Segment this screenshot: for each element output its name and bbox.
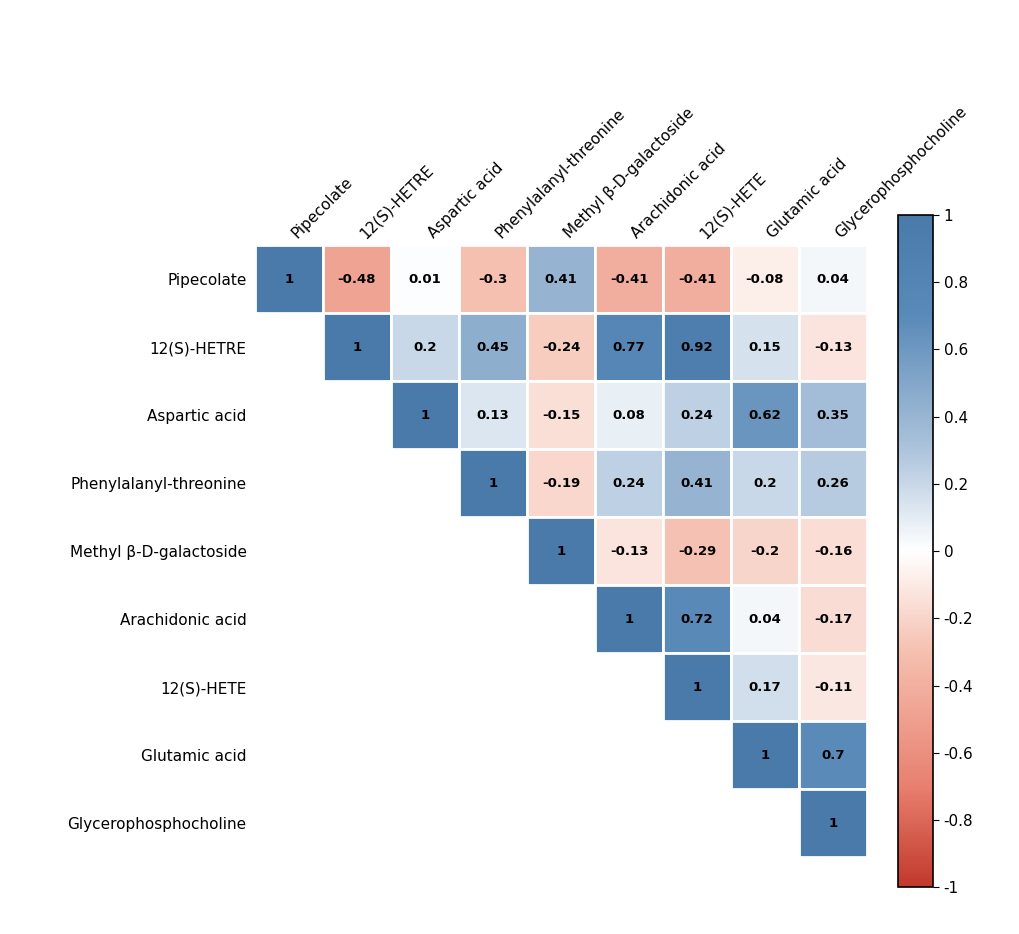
Bar xyxy=(323,313,390,381)
Text: 1: 1 xyxy=(760,748,768,761)
Bar xyxy=(662,381,731,449)
Bar xyxy=(390,313,459,381)
Bar xyxy=(798,789,866,857)
Text: -0.41: -0.41 xyxy=(609,273,647,286)
Bar xyxy=(798,245,866,313)
Bar xyxy=(798,449,866,517)
Bar xyxy=(594,381,662,449)
Bar xyxy=(798,313,866,381)
Text: 1: 1 xyxy=(624,613,633,626)
Bar xyxy=(527,381,594,449)
Bar xyxy=(731,313,798,381)
Bar xyxy=(527,245,594,313)
Bar xyxy=(527,517,594,585)
Bar xyxy=(594,449,662,517)
Text: 1: 1 xyxy=(420,408,429,421)
Bar xyxy=(594,245,662,313)
Text: 0.17: 0.17 xyxy=(748,681,781,694)
Text: 0.62: 0.62 xyxy=(748,408,781,421)
Text: 0.04: 0.04 xyxy=(816,273,849,286)
Bar xyxy=(594,517,662,585)
Text: 1: 1 xyxy=(488,476,497,489)
Bar xyxy=(798,653,866,721)
Text: -0.16: -0.16 xyxy=(813,545,851,558)
Text: -0.08: -0.08 xyxy=(745,273,784,286)
Bar xyxy=(731,517,798,585)
Text: 0.45: 0.45 xyxy=(476,341,508,354)
Text: -0.2: -0.2 xyxy=(750,545,779,558)
Text: 0.72: 0.72 xyxy=(680,613,712,626)
Bar xyxy=(255,245,323,313)
Text: 1: 1 xyxy=(284,273,293,286)
Bar xyxy=(527,313,594,381)
Text: 1: 1 xyxy=(692,681,701,694)
Bar xyxy=(798,381,866,449)
Text: -0.13: -0.13 xyxy=(813,341,851,354)
Bar xyxy=(594,313,662,381)
Text: -0.24: -0.24 xyxy=(541,341,580,354)
Bar xyxy=(594,585,662,653)
Text: 0.24: 0.24 xyxy=(680,408,712,421)
Bar xyxy=(731,721,798,789)
Bar xyxy=(390,245,459,313)
Bar xyxy=(527,449,594,517)
Bar xyxy=(731,653,798,721)
Text: 0.41: 0.41 xyxy=(544,273,577,286)
Text: -0.13: -0.13 xyxy=(609,545,647,558)
Bar xyxy=(662,245,731,313)
Bar xyxy=(731,245,798,313)
Text: 0.15: 0.15 xyxy=(748,341,781,354)
Text: -0.15: -0.15 xyxy=(541,408,580,421)
Bar xyxy=(459,381,527,449)
Text: -0.17: -0.17 xyxy=(813,613,851,626)
Text: 0.13: 0.13 xyxy=(476,408,508,421)
Bar xyxy=(662,517,731,585)
Text: -0.3: -0.3 xyxy=(478,273,507,286)
Text: 1: 1 xyxy=(827,816,837,829)
Bar xyxy=(459,245,527,313)
Text: 1: 1 xyxy=(353,341,361,354)
Text: 0.04: 0.04 xyxy=(748,613,781,626)
Bar xyxy=(662,313,731,381)
Text: 1: 1 xyxy=(556,545,565,558)
Text: 0.26: 0.26 xyxy=(816,476,849,489)
Bar xyxy=(731,585,798,653)
Text: 0.7: 0.7 xyxy=(820,748,844,761)
Text: -0.41: -0.41 xyxy=(678,273,715,286)
Text: 0.24: 0.24 xyxy=(612,476,645,489)
Text: -0.48: -0.48 xyxy=(337,273,376,286)
Bar xyxy=(662,585,731,653)
Text: 0.01: 0.01 xyxy=(409,273,441,286)
Bar xyxy=(798,721,866,789)
Bar xyxy=(459,449,527,517)
Text: 0.08: 0.08 xyxy=(612,408,645,421)
Text: -0.29: -0.29 xyxy=(678,545,715,558)
Bar xyxy=(798,585,866,653)
Bar xyxy=(798,517,866,585)
Bar xyxy=(662,653,731,721)
Bar xyxy=(731,381,798,449)
Text: -0.19: -0.19 xyxy=(541,476,580,489)
Text: 0.2: 0.2 xyxy=(413,341,436,354)
Text: 0.41: 0.41 xyxy=(680,476,712,489)
Bar xyxy=(731,449,798,517)
Bar xyxy=(662,449,731,517)
Bar xyxy=(459,313,527,381)
Text: 0.77: 0.77 xyxy=(612,341,645,354)
Bar xyxy=(323,245,390,313)
Text: 0.92: 0.92 xyxy=(680,341,712,354)
Text: 0.35: 0.35 xyxy=(816,408,849,421)
Text: -0.11: -0.11 xyxy=(813,681,851,694)
Text: 0.2: 0.2 xyxy=(752,476,776,489)
Bar xyxy=(390,381,459,449)
